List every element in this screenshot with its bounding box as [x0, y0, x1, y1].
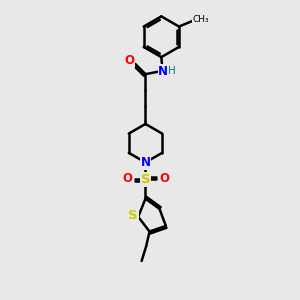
- Text: S: S: [141, 173, 150, 186]
- Text: O: O: [159, 172, 169, 185]
- Text: H: H: [168, 66, 176, 76]
- Text: O: O: [122, 172, 132, 185]
- Text: N: N: [140, 156, 151, 169]
- Text: S: S: [128, 209, 138, 222]
- Text: O: O: [124, 54, 134, 67]
- Text: N: N: [158, 65, 168, 78]
- Text: CH₃: CH₃: [192, 15, 209, 24]
